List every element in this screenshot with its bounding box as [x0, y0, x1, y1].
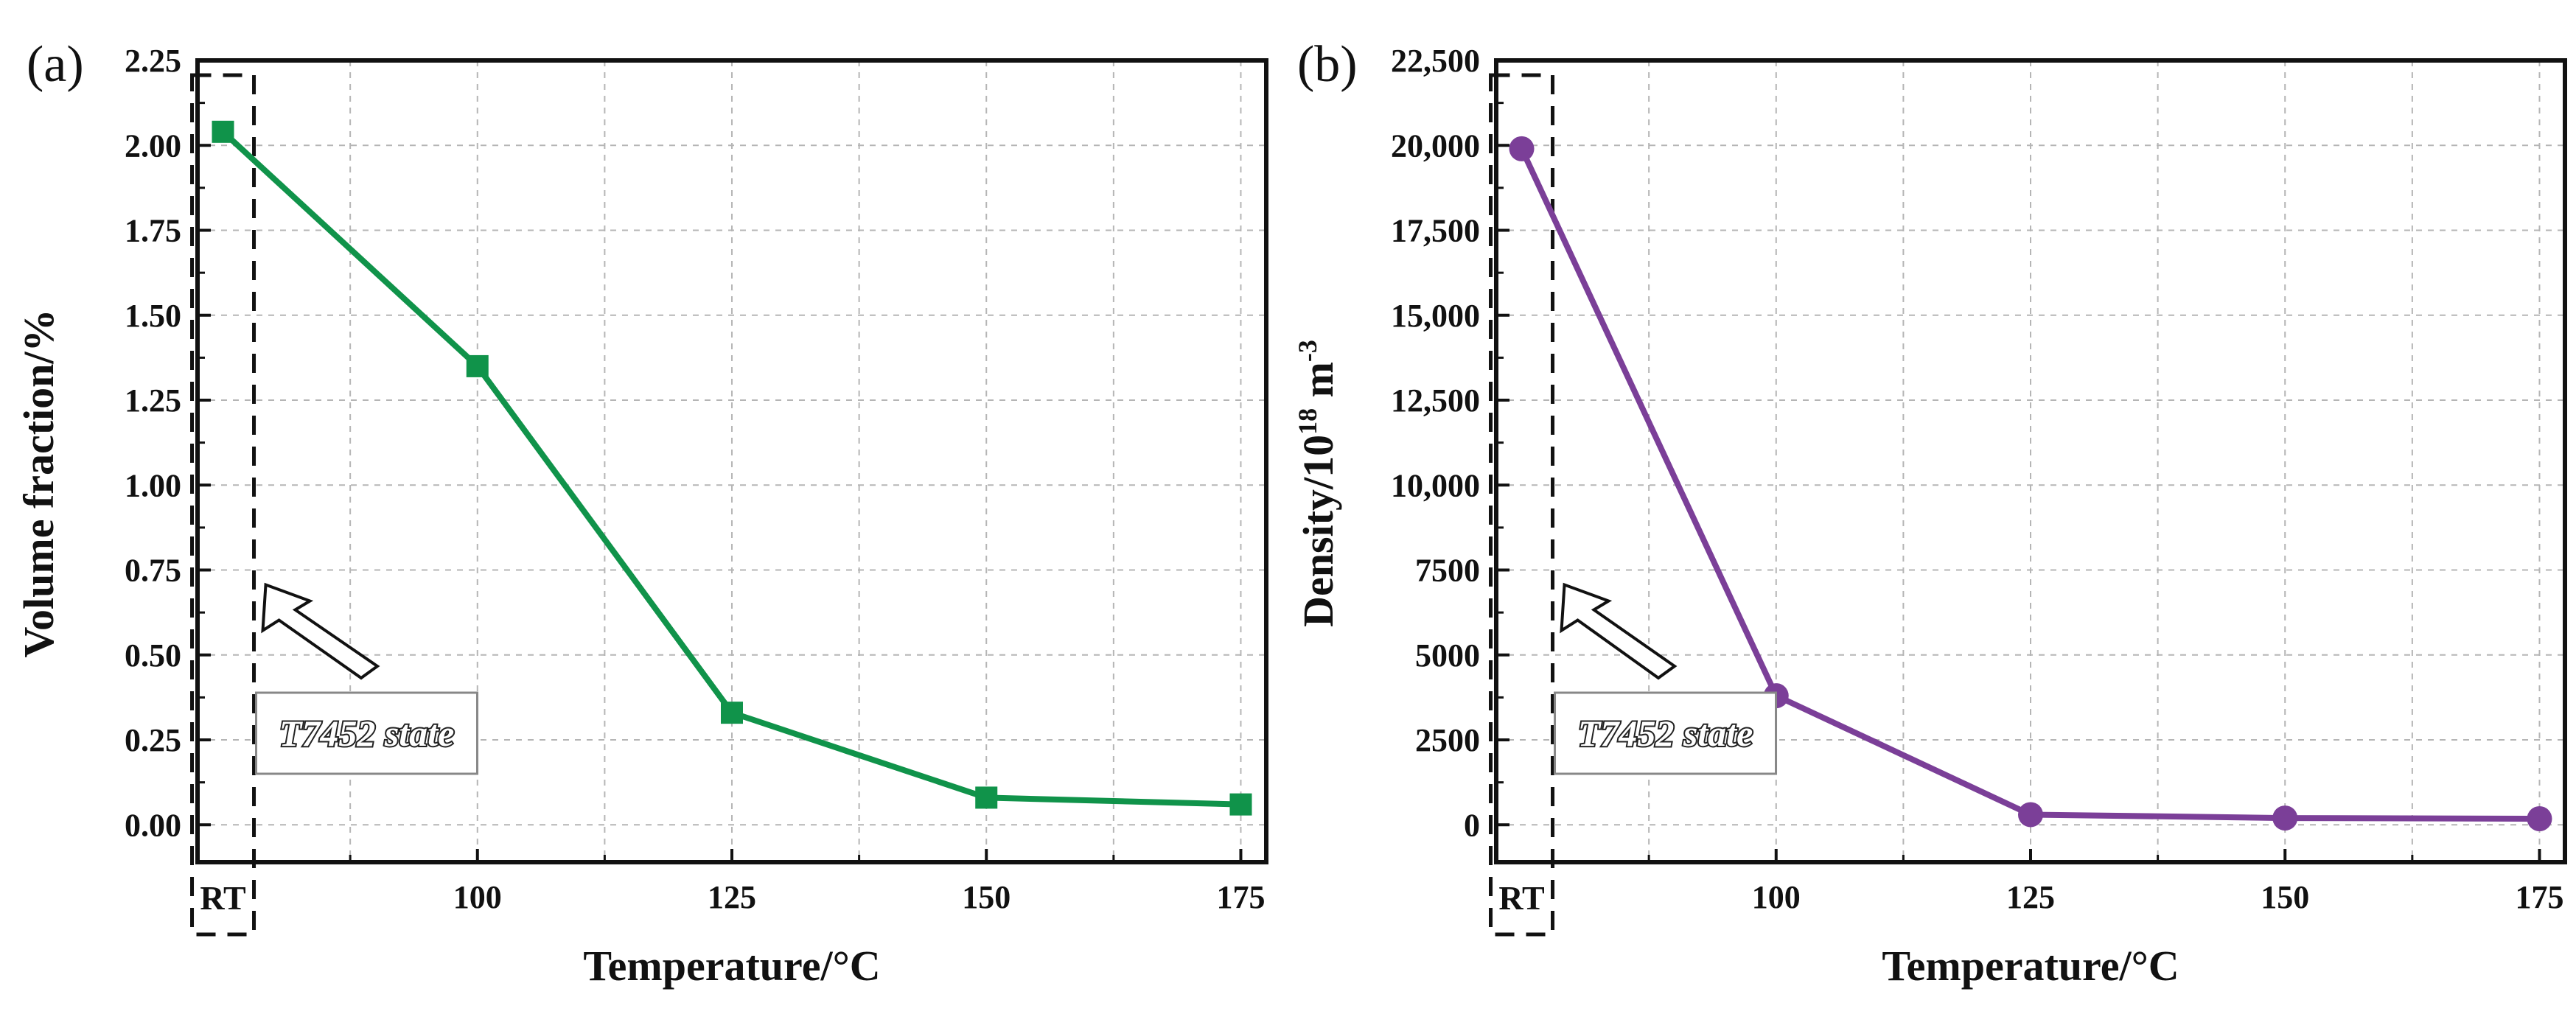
- y-axis-title-main: Volume fraction/%: [15, 309, 63, 657]
- chart-panel-a: 0.00 0.25 0.50 0.75 1.00 1.25 1.50 1.75 2.00 2.25…: [15, 36, 1268, 990]
- annotation-text: T7452 state: [279, 713, 454, 754]
- y-tick-label: 0.50: [125, 637, 181, 674]
- y-tick-label: 1.25: [125, 382, 181, 419]
- y-tick-label: 0.25: [125, 722, 181, 758]
- x-tick-label: 175: [2515, 879, 2563, 915]
- y-tick-label: 15,000: [1391, 298, 1480, 334]
- y-tick-label: 0.75: [125, 553, 181, 589]
- x-tick-label: 175: [1216, 879, 1265, 915]
- y-axis-title-sup: 18: [1293, 408, 1322, 435]
- x-tick-label: 100: [453, 879, 502, 915]
- plot-frame: [1494, 58, 2567, 864]
- y-tick-label: 12,500: [1391, 382, 1480, 419]
- rt-highlight-box: [190, 73, 256, 937]
- y-tick-label: 10,000: [1391, 467, 1480, 503]
- data-point: [212, 120, 234, 143]
- y-axis-title: Density/1018 m-3: [1293, 340, 1342, 627]
- x-tick-label: 100: [1752, 879, 1801, 915]
- panel-label: (a): [27, 36, 84, 93]
- data-point: [466, 354, 489, 377]
- arrow-icon: [1560, 582, 1678, 680]
- y-tick-label: 20,000: [1391, 127, 1480, 164]
- data-point: [721, 702, 743, 724]
- annotation-arrow: [261, 582, 380, 680]
- y-tick-label: 1.75: [125, 213, 181, 249]
- y-tick-label: 22,500: [1391, 43, 1480, 79]
- data-series: [212, 120, 1252, 816]
- plot-frame: [195, 58, 1268, 864]
- x-tick-label: 125: [2006, 879, 2055, 915]
- y-axis-title-sup2: -3: [1293, 340, 1322, 362]
- annotation-box: [1554, 691, 1778, 775]
- x-axis-title: Temperature/°C: [1882, 942, 2179, 990]
- y-tick-label: 1.00: [125, 467, 181, 503]
- y-axis-title-tail: m: [1294, 362, 1342, 408]
- arrow-icon: [261, 582, 380, 680]
- y-tick-label: 2500: [1415, 722, 1480, 758]
- rt-highlight-box: [1489, 73, 1555, 937]
- data-point: [2018, 802, 2043, 828]
- x-tick-label: 125: [708, 879, 756, 915]
- panel-label: (b): [1297, 36, 1358, 93]
- y-axis: 0 2500 5000 7500 10,000 12,500 15,000 17,500 20,…: [1391, 43, 1509, 843]
- y-tick-label: 0.00: [125, 807, 181, 843]
- x-tick-label: 150: [2261, 879, 2309, 915]
- chart-panel-b: 0 2500 5000 7500 10,000 12,500 15,000 17,500 20,…: [1293, 36, 2567, 990]
- y-tick-label: 5000: [1415, 637, 1480, 674]
- rt-tick-label: RT: [1498, 879, 1544, 917]
- x-axis: 100 125 150 175: [1647, 849, 2563, 915]
- y-tick-label: 17,500: [1391, 213, 1480, 249]
- data-point: [975, 786, 998, 809]
- data-point: [2527, 805, 2552, 831]
- y-tick-label: 7500: [1415, 553, 1480, 589]
- annotation-box: [255, 691, 479, 775]
- x-axis-title: Temperature/°C: [583, 942, 880, 990]
- y-tick-label: 2.25: [125, 43, 181, 79]
- annotation-arrow: [1560, 582, 1678, 680]
- x-tick-label: 150: [962, 879, 1010, 915]
- y-axis: 0.00 0.25 0.50 0.75 1.00 1.25 1.50 1.75 2.00 2.25: [125, 43, 211, 843]
- y-axis-title: Volume fraction/%: [15, 309, 63, 657]
- data-point: [1509, 136, 1535, 161]
- y-tick-label: 0: [1464, 807, 1480, 843]
- data-point: [2272, 805, 2298, 831]
- rt-tick-label: RT: [200, 879, 245, 917]
- y-axis-title-main: Density/10: [1294, 435, 1342, 627]
- data-series: [1509, 136, 2552, 831]
- data-point: [1229, 793, 1252, 816]
- y-tick-label: 2.00: [125, 127, 181, 164]
- x-axis: 100 125 150 175: [349, 849, 1265, 915]
- y-tick-label: 1.50: [125, 298, 181, 334]
- annotation-text: T7452 state: [1578, 713, 1753, 754]
